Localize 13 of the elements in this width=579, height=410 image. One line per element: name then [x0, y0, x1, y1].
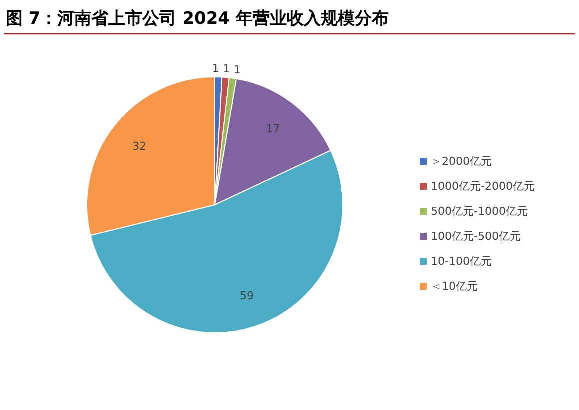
legend-label: 1000亿元-2000亿元 — [431, 180, 535, 193]
legend-label: ＜10亿元 — [431, 280, 478, 293]
chart-title: 图 7：河南省上市公司 2024 年营业收入规模分布 — [6, 9, 389, 29]
legend-label: 500亿元-1000亿元 — [431, 205, 528, 218]
legend-label: 10-100亿元 — [431, 255, 492, 268]
legend-label: ＞2000亿元 — [431, 155, 492, 168]
data-label: 32 — [132, 140, 146, 153]
data-label: 1 — [223, 62, 230, 76]
data-label: 1 — [212, 62, 220, 76]
data-label: 1 — [234, 63, 241, 76]
data-label: 59 — [240, 290, 254, 303]
legend-label: 100亿元-500亿元 — [431, 230, 521, 243]
data-label: 17 — [266, 122, 280, 136]
